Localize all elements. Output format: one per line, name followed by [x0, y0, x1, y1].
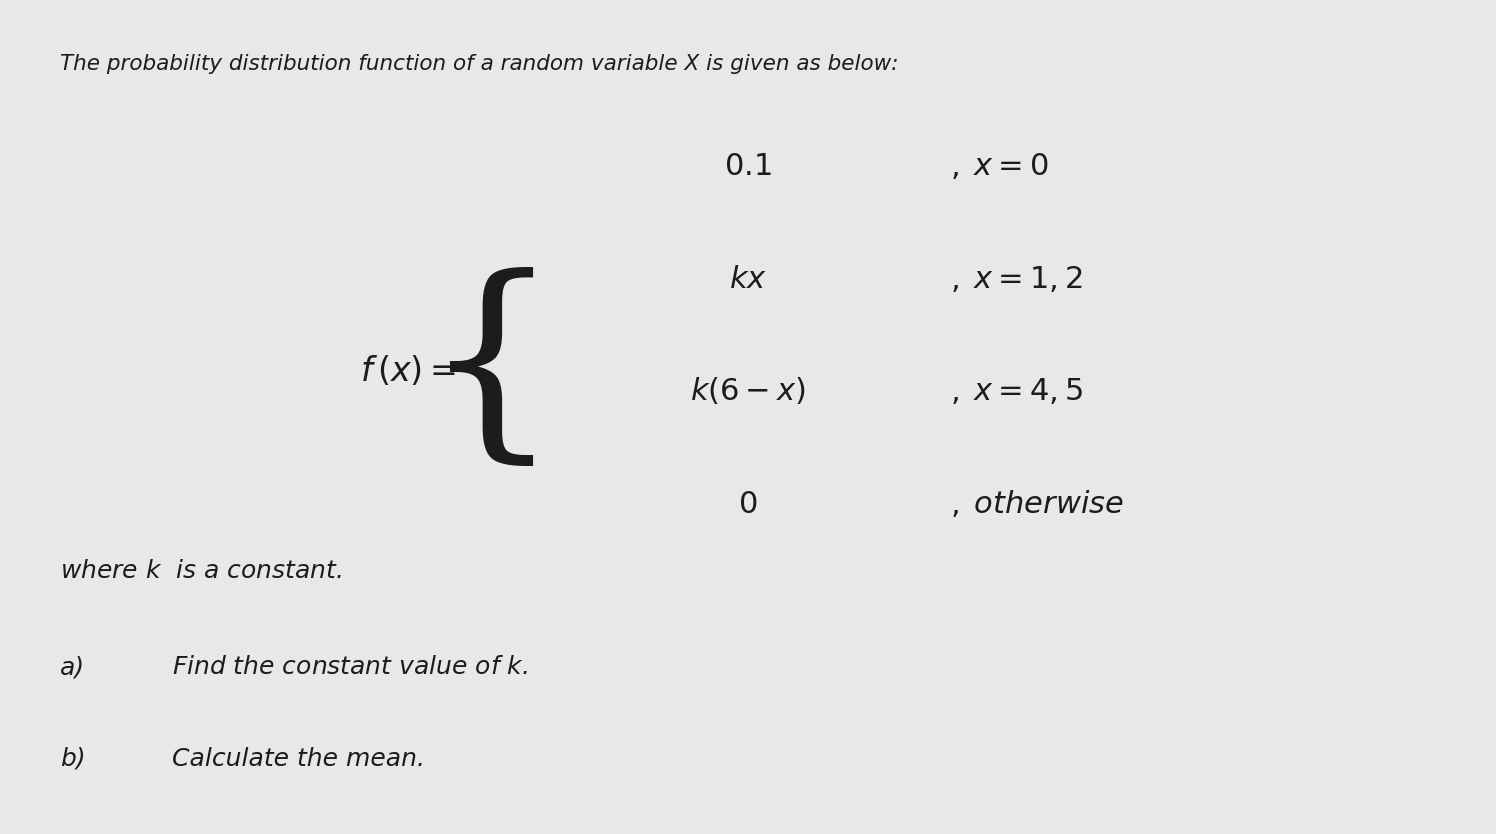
Text: $0$: $0$	[739, 489, 757, 520]
Text: {: {	[422, 267, 560, 475]
Text: $,\; x=0$: $,\; x=0$	[950, 151, 1049, 183]
Text: $0.1$: $0.1$	[724, 151, 772, 183]
Text: where $k$  is a constant.: where $k$ is a constant.	[60, 560, 343, 583]
Text: $f\,(x)=$: $f\,(x)=$	[361, 354, 456, 388]
Text: Calculate the mean.: Calculate the mean.	[172, 747, 425, 771]
Text: $k(6-x)$: $k(6-x)$	[690, 376, 806, 408]
Text: $,\; x=1,2$: $,\; x=1,2$	[950, 264, 1083, 295]
Text: $,\; x=4,5$: $,\; x=4,5$	[950, 376, 1083, 408]
Text: The probability distribution function of a random variable X is given as below:: The probability distribution function of…	[60, 54, 898, 74]
Text: $,\; \mathit{otherwise}$: $,\; \mathit{otherwise}$	[950, 489, 1123, 520]
Text: a): a)	[60, 656, 85, 679]
Text: b): b)	[60, 747, 85, 771]
Text: $kx$: $kx$	[729, 264, 767, 295]
Text: Find the constant value of $k$.: Find the constant value of $k$.	[172, 656, 528, 679]
